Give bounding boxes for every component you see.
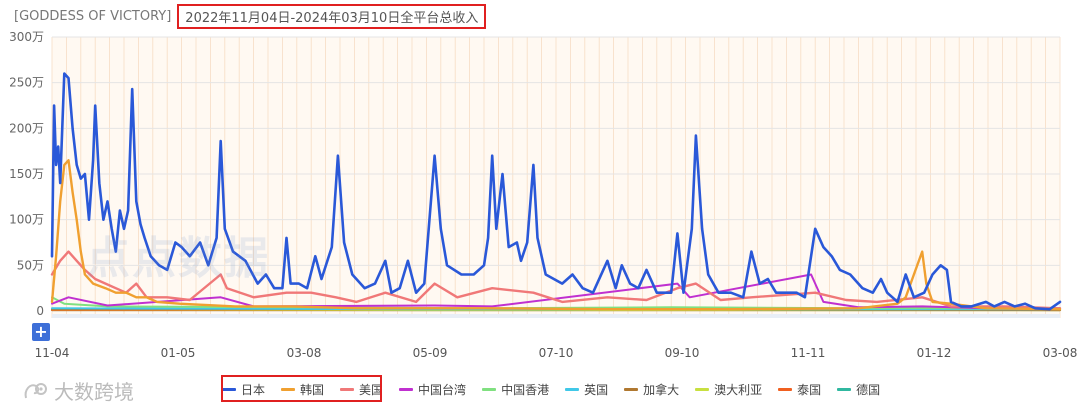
chart-header: [GODDESS OF VICTORY] 2022年11月04日-2024年03… [14, 3, 487, 29]
legend-item[interactable]: 英国 [565, 381, 608, 398]
legend-item[interactable]: 韩国 [281, 381, 324, 398]
legend-item[interactable]: 中国台湾 [399, 381, 466, 398]
legend-label: 泰国 [797, 382, 822, 397]
legend-highlight-box [221, 375, 382, 402]
legend-item[interactable]: 中国香港 [482, 381, 549, 398]
y-tick-label: 200万 [9, 121, 44, 135]
x-tick-label: 03-08 [287, 346, 322, 360]
legend-swatch [281, 387, 296, 391]
legend-label: 澳大利亚 [714, 382, 763, 397]
expand-button[interactable]: + [32, 323, 50, 341]
legend-label: 韩国 [300, 382, 325, 397]
x-tick-label: 09-10 [665, 346, 700, 360]
y-tick-label: 50万 [17, 258, 44, 272]
legend-item[interactable]: 德国 [837, 381, 880, 398]
legend-item[interactable]: 澳大利亚 [695, 381, 762, 398]
legend-item[interactable]: 泰国 [778, 381, 821, 398]
legend-item[interactable]: 日本 [222, 381, 265, 398]
x-axis-band [52, 314, 1060, 318]
legend-item[interactable]: 美国 [340, 381, 383, 398]
legend-swatch [482, 387, 497, 391]
series-line-美国 [50, 250, 1062, 310]
x-tick-label: 01-05 [161, 346, 196, 360]
legend-swatch [778, 387, 793, 391]
legend-label: 中国台湾 [418, 382, 467, 397]
chart-gridlines [51, 36, 1061, 318]
y-tick-label: 250万 [9, 76, 44, 90]
x-tick-label: 11-11 [791, 346, 826, 360]
x-tick-label: 01-12 [917, 346, 952, 360]
y-tick-label: 150万 [9, 167, 44, 181]
legend-label: 德国 [856, 382, 881, 397]
legend-swatch [222, 387, 236, 391]
x-axis: 11-04 01-05 03-08 05-09 07-10 09-10 11-11 01-12… [35, 314, 1078, 360]
legend-swatch [565, 387, 580, 391]
chart-series [50, 72, 1062, 312]
legend-label: 日本 [241, 382, 266, 397]
app-title: [GODDESS OF VICTORY] [14, 8, 172, 24]
legend-label: 加拿大 [643, 382, 680, 397]
legend-label: 中国香港 [501, 382, 550, 397]
legend-swatch [340, 387, 355, 391]
legend-label: 美国 [359, 382, 384, 397]
series-line-日本 [50, 72, 1062, 311]
x-tick-label: 05-09 [413, 346, 448, 360]
y-tick-label: 300万 [9, 30, 44, 44]
series-line-韩国 [50, 159, 1062, 311]
y-tick-label: 100万 [9, 213, 44, 227]
chart-legend: 日本 韩国 美国 中国台湾 中国香港 英国 加拿大 澳大利亚 泰国 德国 [222, 377, 896, 401]
series-line-中国台湾 [51, 273, 1061, 310]
footer-brand-text: 大数跨境 [54, 380, 134, 404]
x-tick-label: 11-04 [35, 346, 70, 360]
chart-title: 2022年11月04日-2024年03月10日全平台总收入 [177, 3, 487, 29]
legend-swatch [695, 387, 710, 391]
y-axis: 0 50万 100万 150万 200万 250万 300万 [9, 30, 44, 318]
x-tick-label: 07-10 [539, 346, 574, 360]
legend-item[interactable]: 加拿大 [624, 381, 679, 398]
legend-swatch [399, 387, 414, 391]
brand-logo-icon [24, 382, 47, 398]
x-tick-label: 03-08 [1043, 346, 1078, 360]
y-tick-label: 0 [36, 304, 44, 318]
legend-label: 英国 [584, 382, 609, 397]
footer-brand: 大数跨境 [22, 376, 134, 405]
legend-swatch [624, 387, 639, 391]
watermark-text: 点点数据 [86, 233, 270, 284]
legend-swatch [837, 387, 852, 391]
